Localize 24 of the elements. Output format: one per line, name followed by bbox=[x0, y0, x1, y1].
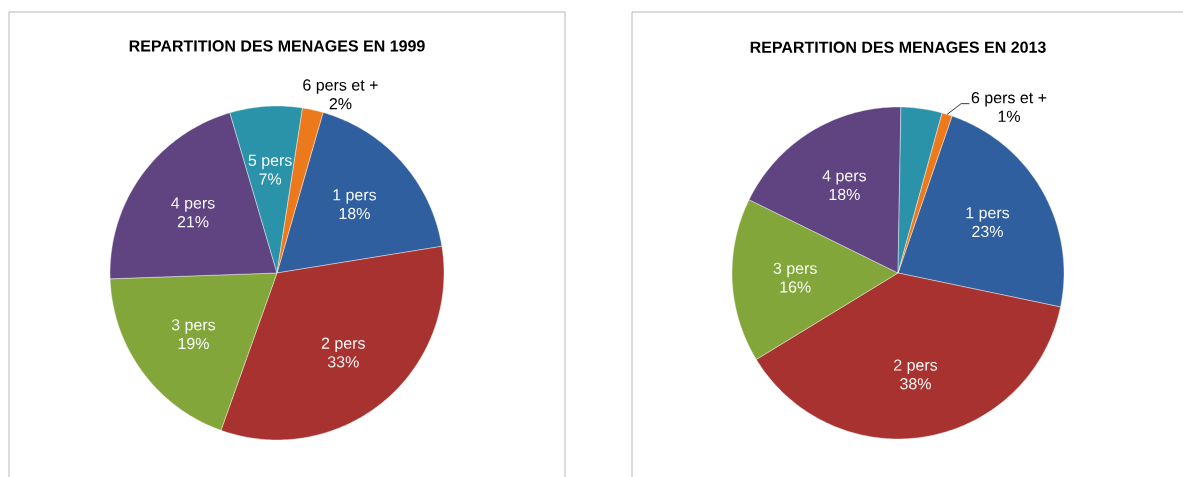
slice-label: 4 pers bbox=[171, 197, 215, 212]
slice-label: 2 pers bbox=[321, 337, 365, 353]
chart-title: REPARTITION DES MENAGES EN 1999 bbox=[129, 40, 425, 52]
slice-label: 6 pers et + bbox=[303, 79, 378, 94]
data-label: 38% bbox=[900, 378, 931, 390]
data-label: 21% bbox=[177, 216, 209, 228]
data-label: 18% bbox=[829, 188, 860, 201]
slice-label: 1 pers bbox=[333, 189, 377, 204]
slice-label: 1 pers bbox=[966, 207, 1010, 222]
data-label: 23% bbox=[972, 225, 1003, 238]
data-label: 33% bbox=[327, 356, 359, 368]
chart-title: REPARTITION DES MENAGES EN 2013 bbox=[750, 41, 1046, 53]
slice-label: 6 pers et + bbox=[971, 92, 1047, 107]
data-label: 18% bbox=[339, 207, 370, 220]
slice-label: 4 pers bbox=[822, 170, 867, 185]
data-label: 16% bbox=[780, 281, 811, 293]
slice-label: 3 pers bbox=[773, 262, 817, 278]
slice-label: 2 pers bbox=[894, 359, 938, 374]
data-label: 7% bbox=[259, 173, 282, 185]
slice-label: 5 pers bbox=[248, 154, 292, 170]
slice-label: 3 pers bbox=[171, 319, 216, 334]
data-label: 19% bbox=[178, 337, 209, 350]
data-label: 1% bbox=[998, 110, 1020, 122]
data-label: 2% bbox=[329, 98, 352, 110]
